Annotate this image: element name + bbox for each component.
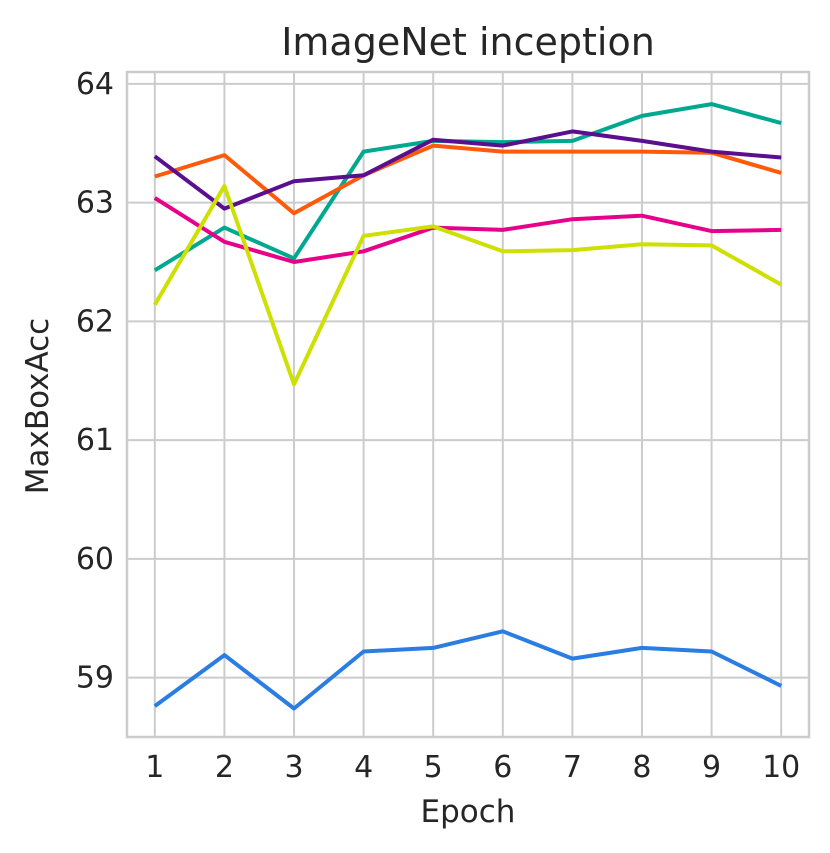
x-tick-label: 7 [563,750,582,785]
x-tick-label: 9 [702,750,721,785]
x-tick-label: 3 [284,750,303,785]
x-tick-label: 1 [145,750,164,785]
x-tick-label: 8 [632,750,651,785]
series-line-3 [154,143,782,216]
x-tick-label: 10 [762,750,800,785]
series-lines [153,102,783,711]
plot-frame [125,70,811,739]
y-tick-label: 61 [76,423,114,458]
y-tick-label: 59 [76,661,114,696]
x-tick-label: 2 [215,750,234,785]
x-tick-label: 5 [424,750,443,785]
y-axis-label: MaxBoxAcc [20,318,56,494]
series-line-6 [153,184,783,387]
x-tick-label: 6 [493,750,512,785]
chart-title: ImageNet inception [281,20,655,64]
series-line-5 [153,196,782,264]
y-tick-labels: 59 60 61 62 63 64 [76,67,114,696]
series-line-1 [153,629,783,711]
x-axis-label: Epoch [421,794,516,830]
y-tick-label: 60 [76,542,114,577]
series-line-4 [153,129,782,211]
y-tick-label: 62 [76,304,114,339]
grid [127,72,809,737]
x-tick-label: 4 [354,750,373,785]
x-tick-labels: 1 2 3 4 5 6 7 8 9 10 [145,750,800,785]
y-tick-label: 63 [76,186,114,221]
y-tick-label: 64 [76,67,114,102]
